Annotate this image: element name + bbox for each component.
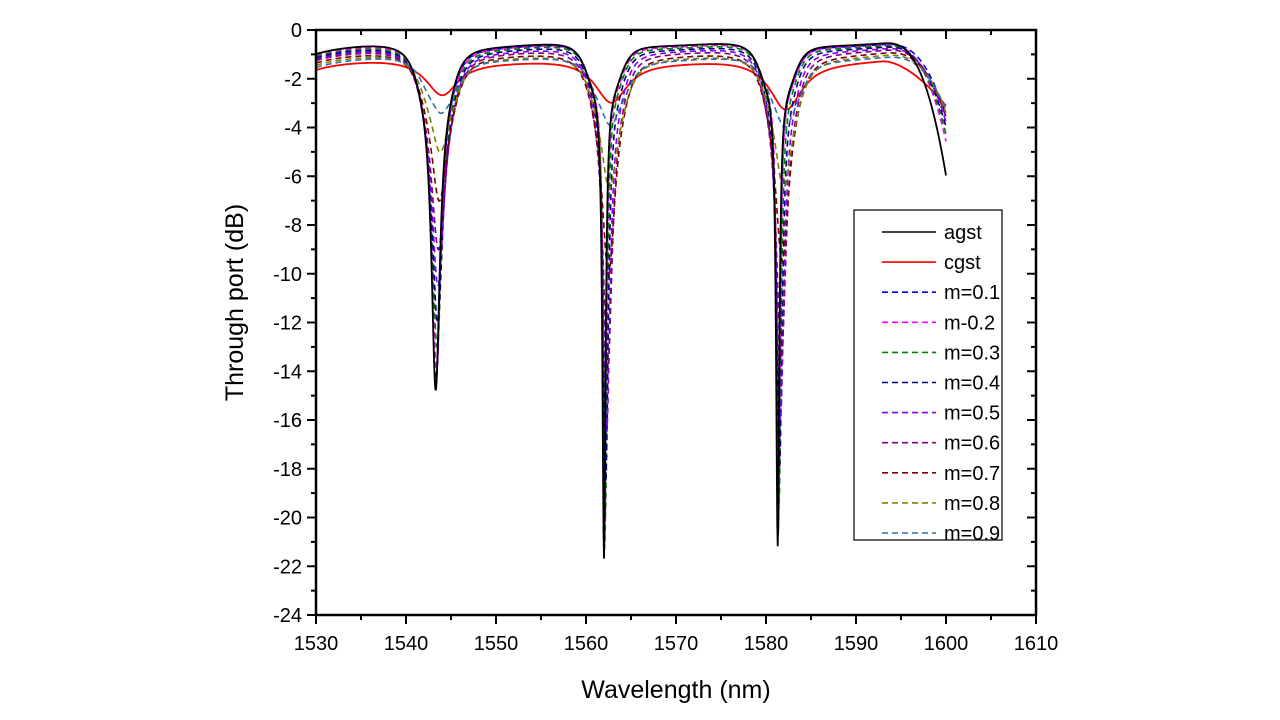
y-tick-label: -10 (273, 264, 302, 286)
y-tick-label: -4 (284, 118, 302, 140)
x-axis-title: Wavelength (nm) (581, 676, 770, 704)
curves (315, 42, 947, 559)
legend-item: m=0.4 (882, 373, 1000, 395)
legend: agst cgst m=0.1 m-0.2 m=0.3 m=0.4 m=0.5 m=0.6 m=… (853, 209, 1003, 545)
legend-item: agst (882, 222, 982, 244)
x-tick-label: 1600 (924, 633, 969, 655)
x-tick-label: 1580 (744, 633, 789, 655)
y-tick-label: -20 (273, 508, 302, 530)
x-tick-label: 1590 (834, 633, 879, 655)
legend-label: m=0.4 (944, 373, 1000, 395)
x-axis: 1530 1540 1550 1560 1570 1580 1590 1600 1610 (294, 30, 1059, 655)
y-tick-label: -18 (273, 459, 302, 481)
legend-label: m=0.3 (944, 342, 1000, 364)
legend-item: m=0.9 (882, 523, 1000, 545)
y-tick-label: 0 (291, 20, 302, 42)
series-line-m-0-5 (315, 47, 947, 433)
legend-label: m=0.7 (944, 463, 1000, 485)
y-tick-label: -8 (284, 215, 302, 237)
x-tick-label: 1610 (1014, 633, 1059, 655)
legend-label: m=0.8 (944, 493, 1000, 515)
legend-item: m=0.8 (882, 493, 1000, 515)
y-tick-label: -12 (273, 313, 302, 335)
y-tick-label: -2 (284, 69, 302, 91)
legend-label: cgst (944, 252, 981, 274)
legend-item: m=0.7 (882, 463, 1000, 485)
y-tick-label: -14 (273, 361, 302, 383)
series-line-m-0-6 (315, 49, 947, 372)
x-tick-label: 1560 (564, 633, 609, 655)
series-line-agst (315, 42, 947, 559)
x-tick-label: 1530 (294, 633, 339, 655)
series-line-m-0-1 (315, 43, 947, 549)
legend-label: agst (944, 222, 982, 244)
legend-label: m-0.2 (944, 312, 995, 334)
y-axis-title: Through port (dB) (221, 204, 249, 401)
x-tick-label: 1550 (474, 633, 519, 655)
y-tick-label: -24 (273, 605, 302, 627)
legend-item: m=0.6 (882, 433, 1000, 455)
series-line-m-0-7 (315, 52, 947, 276)
legend-item: m=0.1 (882, 282, 1000, 304)
legend-item: cgst (882, 252, 981, 274)
x-tick-label: 1570 (654, 633, 699, 655)
series-line-m-0-2 (315, 43, 947, 542)
legend-label: m=0.5 (944, 403, 1000, 425)
legend-box (853, 209, 1003, 541)
legend-label: m=0.9 (944, 523, 1000, 545)
series-line-m-0-9 (315, 56, 947, 129)
series-line-m-0-8 (315, 54, 947, 190)
legend-item: m=0.5 (882, 403, 1000, 425)
series-line-m-0-3 (315, 44, 947, 518)
legend-label: m=0.1 (944, 282, 1000, 304)
y-tick-label: -22 (273, 556, 302, 578)
plot-area: 1530 1540 1550 1560 1570 1580 1590 1600 1610 0 -2… (273, 20, 1058, 655)
legend-item: m=0.3 (882, 342, 1000, 364)
y-axis: 0 -2 -4 -6 -8 -10 -12 -14 -16 -18 -20 -22 -24 (273, 20, 1036, 627)
y-tick-label: -6 (284, 166, 302, 188)
y-tick-label: -16 (273, 410, 302, 432)
x-tick-label: 1540 (384, 633, 429, 655)
legend-item: m-0.2 (882, 312, 995, 334)
legend-label: m=0.6 (944, 433, 1000, 455)
series-line-m-0-4 (315, 46, 947, 481)
